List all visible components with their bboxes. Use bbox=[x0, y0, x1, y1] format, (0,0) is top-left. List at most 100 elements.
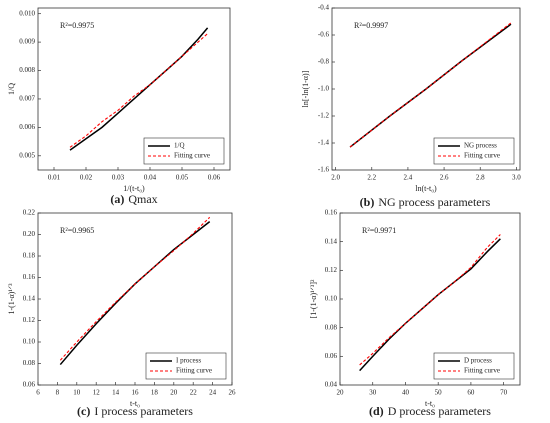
y-tick-label: 0.18 bbox=[23, 252, 36, 260]
legend-label: D process bbox=[464, 357, 492, 365]
y-tick-label: -1.6 bbox=[318, 166, 330, 174]
series-line bbox=[349, 22, 512, 148]
y-tick-label: 0.10 bbox=[325, 295, 338, 303]
y-tick-label: 0.16 bbox=[23, 273, 36, 281]
y-tick-label: -0.8 bbox=[318, 58, 330, 66]
x-tick-label: 3.0 bbox=[512, 174, 521, 182]
x-tick-label: 0.01 bbox=[48, 174, 61, 182]
y-tick-label: 0.009 bbox=[19, 38, 35, 46]
x-tick-label: 8 bbox=[56, 389, 60, 397]
legend-label: Fitting curve bbox=[464, 152, 500, 160]
y-axis-label: 1-(1-α)¹ᐟ³ bbox=[7, 283, 16, 315]
y-tick-label: 0.16 bbox=[325, 209, 338, 217]
series-line bbox=[359, 234, 501, 366]
y-tick-label: 0.12 bbox=[23, 316, 36, 324]
x-axis-label: ln(t-t₀) bbox=[415, 184, 437, 193]
y-tick-label: -1.2 bbox=[318, 112, 330, 120]
y-tick-label: 0.20 bbox=[23, 230, 36, 238]
annotation: R²=0.9997 bbox=[354, 21, 388, 30]
x-tick-label: 0.06 bbox=[208, 174, 221, 182]
y-tick-label: 0.008 bbox=[19, 66, 35, 74]
annotation: R²=0.9971 bbox=[362, 226, 396, 235]
caption: (d) D process parameters bbox=[369, 404, 491, 418]
caption-text: D process parameters bbox=[388, 404, 492, 418]
legend-label: I process bbox=[176, 357, 201, 365]
x-tick-label: 18 bbox=[151, 389, 159, 397]
y-tick-label: -0.6 bbox=[318, 31, 330, 39]
plot-frame bbox=[37, 7, 231, 171]
x-axis-label: t-t₀ bbox=[130, 399, 140, 408]
x-tick-label: 6 bbox=[36, 389, 40, 397]
x-tick-label: 2.2 bbox=[367, 174, 376, 182]
annotation: R²=0.9975 bbox=[60, 21, 94, 30]
series-line bbox=[69, 33, 208, 148]
y-tick-label: 0.005 bbox=[19, 151, 35, 159]
y-tick-label: 0.10 bbox=[23, 338, 36, 346]
x-tick-label: 10 bbox=[73, 389, 81, 397]
y-tick-label: 0.14 bbox=[23, 295, 36, 303]
legend-box bbox=[145, 352, 227, 380]
caption: (c) I process parameters bbox=[77, 404, 193, 418]
x-tick-label: 0.05 bbox=[176, 174, 189, 182]
x-axis-label: 1/(t-t₀) bbox=[123, 184, 145, 193]
legend-label: Fitting curve bbox=[176, 367, 212, 375]
x-tick-label: 26 bbox=[229, 389, 237, 397]
legend-label: Fitting curve bbox=[174, 152, 210, 160]
caption-label: (b) bbox=[360, 195, 375, 209]
x-tick-label: 20 bbox=[337, 389, 345, 397]
annotation: R²=0.9965 bbox=[60, 226, 94, 235]
y-tick-label: 0.007 bbox=[19, 95, 35, 103]
x-tick-label: 2.6 bbox=[440, 174, 449, 182]
series-line bbox=[59, 221, 211, 366]
y-tick-label: -1.4 bbox=[318, 139, 330, 147]
y-tick-label: 0.08 bbox=[325, 323, 338, 331]
x-tick-label: 70 bbox=[500, 389, 508, 397]
caption: (a) Qmax bbox=[110, 192, 157, 206]
x-tick-label: 24 bbox=[209, 389, 217, 397]
legend-label: NG process bbox=[464, 142, 497, 150]
legend-box bbox=[143, 137, 225, 165]
y-tick-label: 0.14 bbox=[325, 237, 338, 245]
y-tick-label: 0.22 bbox=[23, 209, 36, 217]
y-tick-label: 0.12 bbox=[325, 266, 338, 274]
series-line bbox=[359, 238, 501, 372]
x-tick-label: 60 bbox=[467, 389, 475, 397]
series-line bbox=[59, 216, 211, 361]
caption-text: NG process parameters bbox=[378, 195, 490, 209]
y-tick-label: 0.06 bbox=[23, 381, 36, 389]
x-tick-label: 16 bbox=[132, 389, 140, 397]
x-tick-label: 22 bbox=[190, 389, 198, 397]
legend-box bbox=[433, 352, 515, 380]
y-tick-label: 0.04 bbox=[325, 381, 338, 389]
y-tick-label: 0.006 bbox=[19, 123, 35, 131]
y-axis-label: 1/Q bbox=[7, 83, 16, 95]
x-tick-label: 30 bbox=[369, 389, 377, 397]
x-tick-label: 2.4 bbox=[404, 174, 413, 182]
y-tick-label: 0.010 bbox=[19, 9, 35, 17]
caption-text: I process parameters bbox=[94, 404, 193, 418]
x-tick-label: 2.8 bbox=[476, 174, 485, 182]
caption-label: (a) bbox=[110, 192, 124, 206]
x-tick-label: 0.03 bbox=[112, 174, 125, 182]
caption-text: Qmax bbox=[128, 192, 157, 206]
caption-label: (c) bbox=[77, 404, 90, 418]
y-tick-label: 0.06 bbox=[325, 352, 338, 360]
x-tick-label: 14 bbox=[112, 389, 120, 397]
legend-box bbox=[433, 137, 515, 165]
y-axis-label: [1-(1-α)¹ᐟ³]² bbox=[309, 279, 318, 318]
x-tick-label: 0.02 bbox=[80, 174, 93, 182]
series-line bbox=[69, 27, 209, 151]
x-axis-label: t-t₀ bbox=[425, 399, 435, 408]
x-tick-label: 2.0 bbox=[331, 174, 340, 182]
x-tick-label: 12 bbox=[93, 389, 101, 397]
y-tick-label: 0.08 bbox=[23, 359, 36, 367]
y-tick-label: -1.0 bbox=[318, 85, 330, 93]
legend-label: Fitting curve bbox=[464, 367, 500, 375]
y-tick-label: -0.4 bbox=[318, 4, 330, 12]
x-tick-label: 50 bbox=[435, 389, 443, 397]
x-tick-label: 40 bbox=[402, 389, 410, 397]
legend-label: 1/Q bbox=[174, 142, 185, 150]
x-tick-label: 0.04 bbox=[144, 174, 157, 182]
x-tick-label: 20 bbox=[170, 389, 178, 397]
